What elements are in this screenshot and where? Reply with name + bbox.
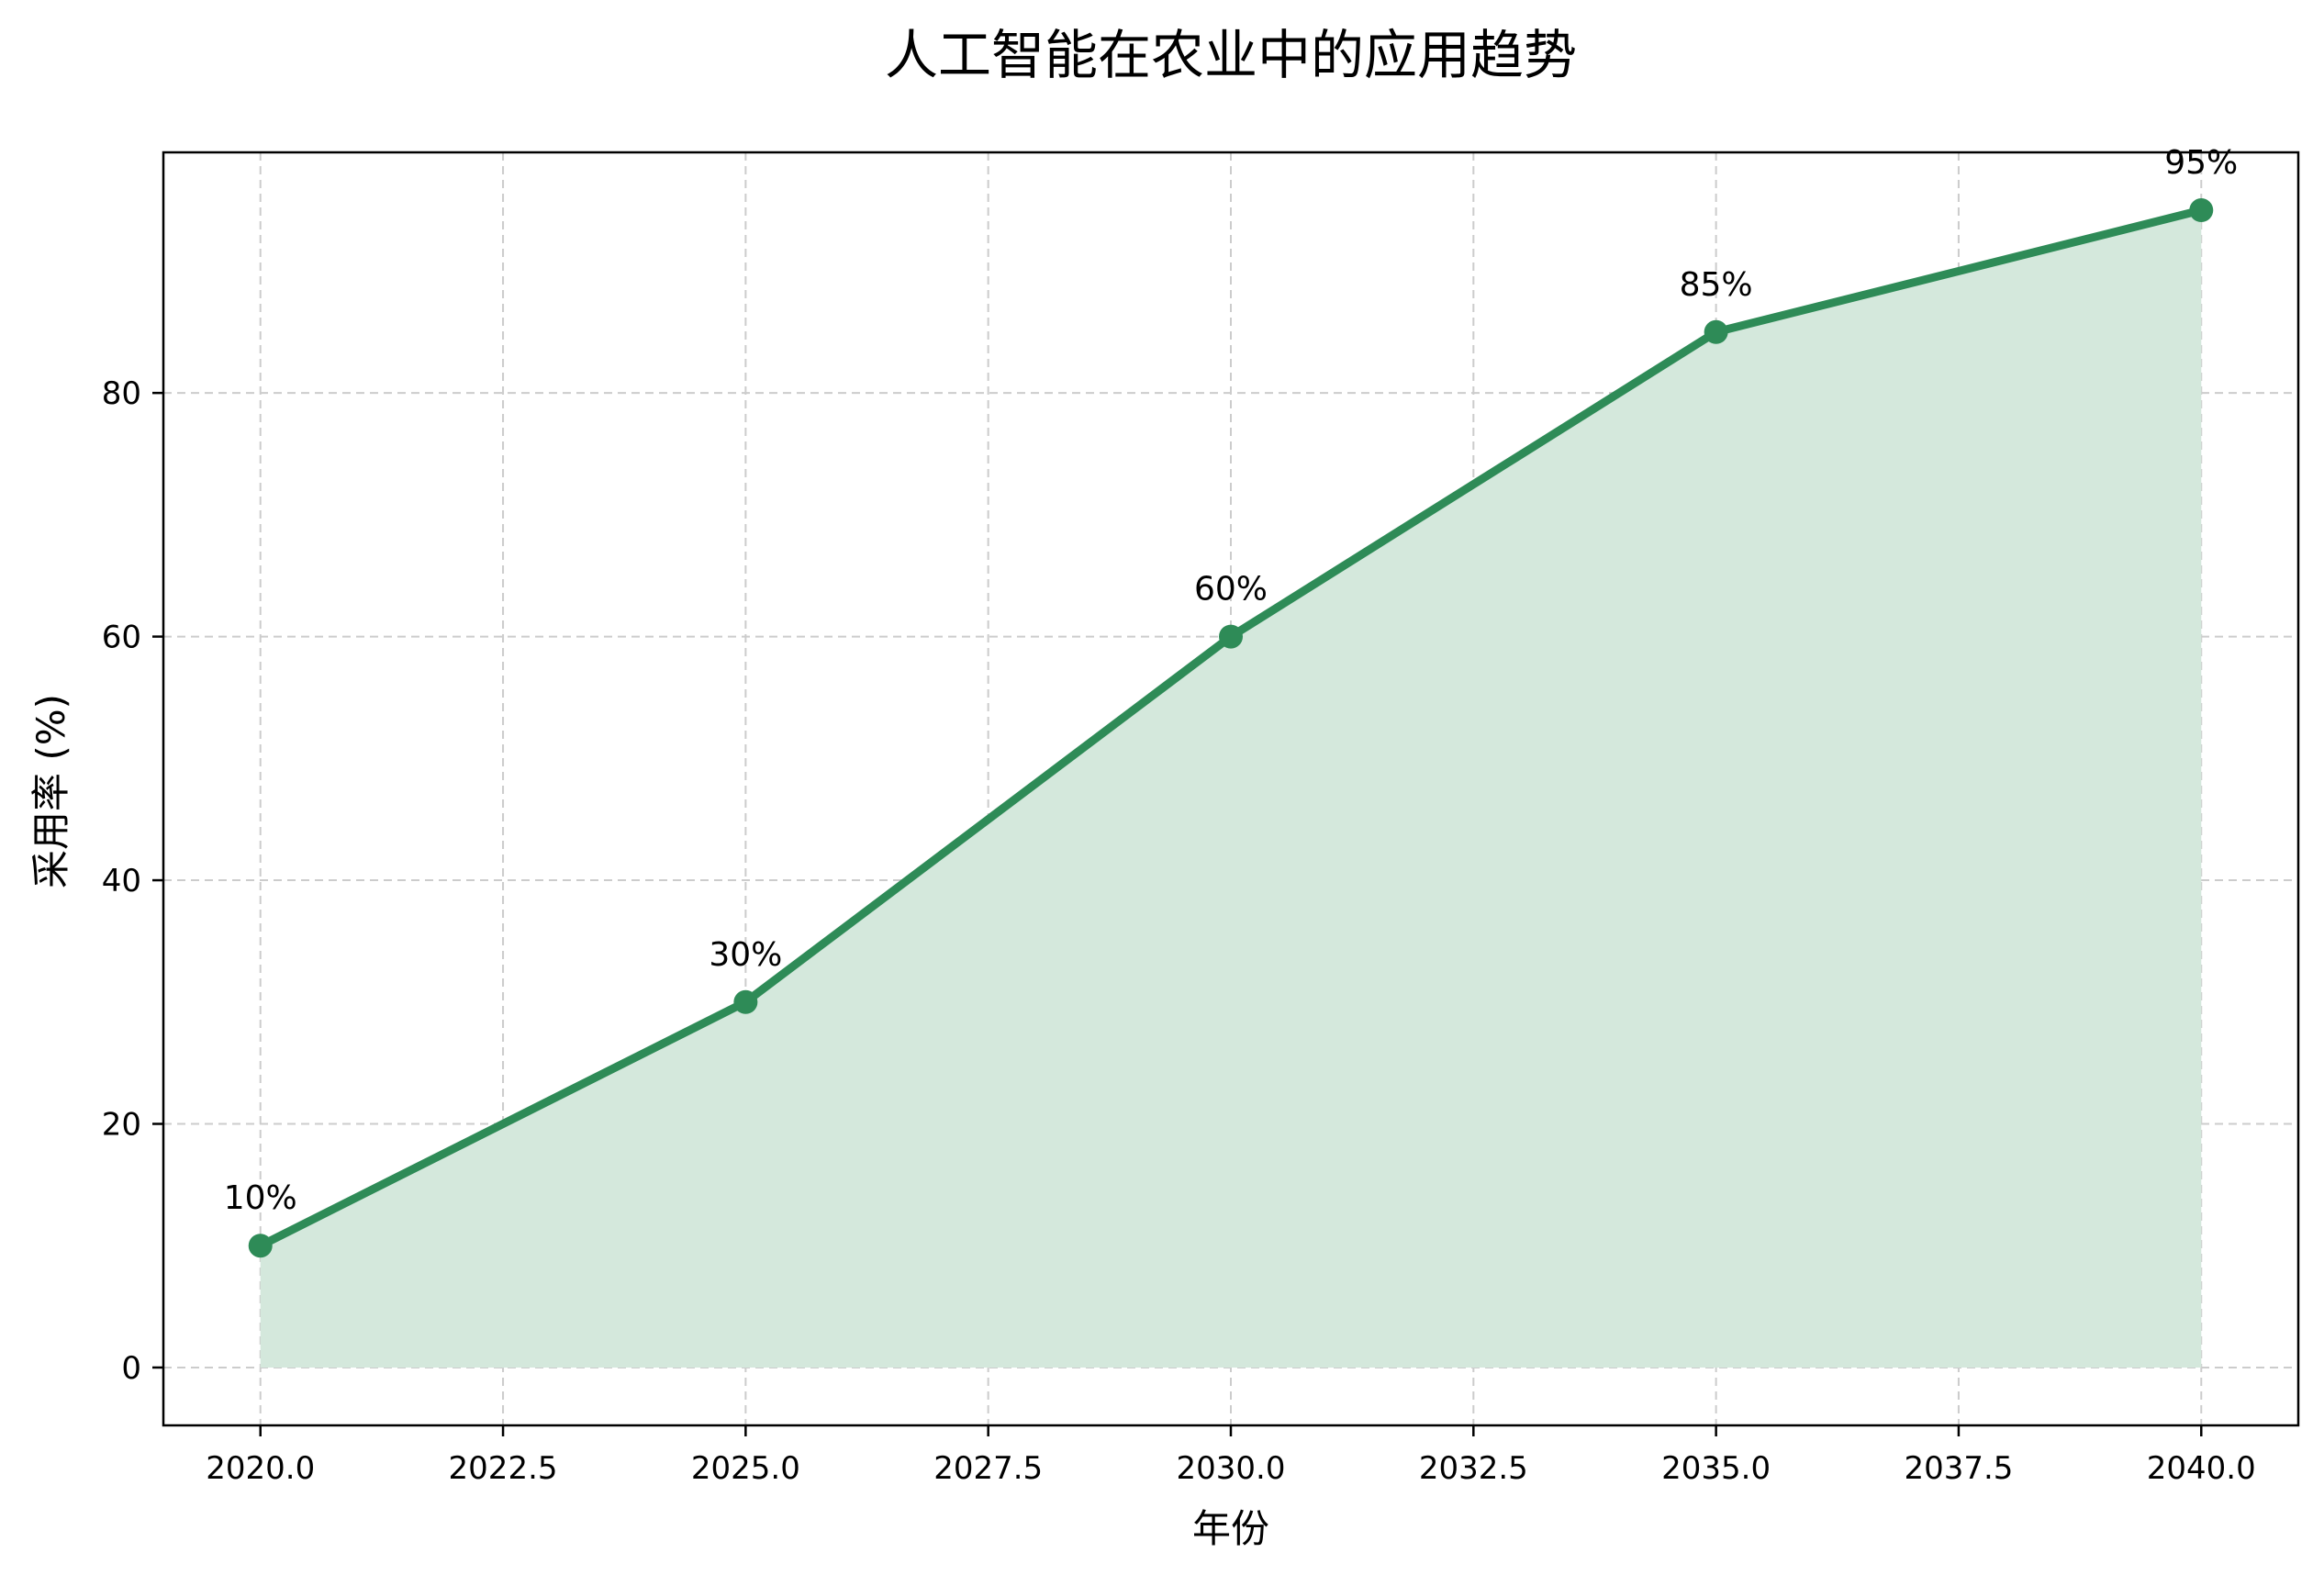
markers xyxy=(248,198,2214,1258)
data-label: 85% xyxy=(1680,266,1753,304)
data-point xyxy=(1704,319,1728,344)
data-labels: 10% 30% 60% 85% 95% xyxy=(224,144,2239,1217)
data-label: 30% xyxy=(709,936,782,974)
data-label: 60% xyxy=(1194,571,1268,609)
x-tick-label: 2027.5 xyxy=(933,1450,1043,1487)
data-point xyxy=(733,989,758,1014)
data-label: 95% xyxy=(2164,144,2238,182)
data-label: 10% xyxy=(224,1179,297,1217)
x-tick-label: 2022.5 xyxy=(449,1450,558,1487)
x-tick-label: 2020.0 xyxy=(206,1450,315,1487)
x-tick-label: 2037.5 xyxy=(1904,1450,2013,1487)
y-tick-label: 0 xyxy=(121,1350,141,1387)
y-tick-label: 60 xyxy=(102,620,141,656)
data-point xyxy=(2189,198,2214,223)
x-axis-label: 年份 xyxy=(1192,1506,1269,1551)
x-tick-label: 2040.0 xyxy=(2147,1450,2256,1487)
y-axis-label: 采用率 (%) xyxy=(28,694,73,888)
x-axis-ticks: 2020.0 2022.5 2025.0 2027.5 2030.0 2032.5 2035… xyxy=(206,1425,2256,1487)
data-point xyxy=(1219,624,1243,649)
area-fill xyxy=(260,210,2202,1368)
chart-title: 人工智能在农业中的应用趋势 xyxy=(885,24,1577,86)
y-axis-ticks: 0 20 40 60 80 xyxy=(102,375,163,1387)
area-fill-path xyxy=(260,210,2202,1368)
y-tick-label: 40 xyxy=(102,863,141,899)
y-tick-label: 80 xyxy=(102,375,141,412)
y-tick-label: 20 xyxy=(102,1107,141,1144)
x-tick-label: 2030.0 xyxy=(1177,1450,1286,1487)
data-point xyxy=(248,1234,273,1258)
x-tick-label: 2025.0 xyxy=(691,1450,800,1487)
x-tick-label: 2035.0 xyxy=(1661,1450,1771,1487)
x-tick-label: 2032.5 xyxy=(1419,1450,1528,1487)
